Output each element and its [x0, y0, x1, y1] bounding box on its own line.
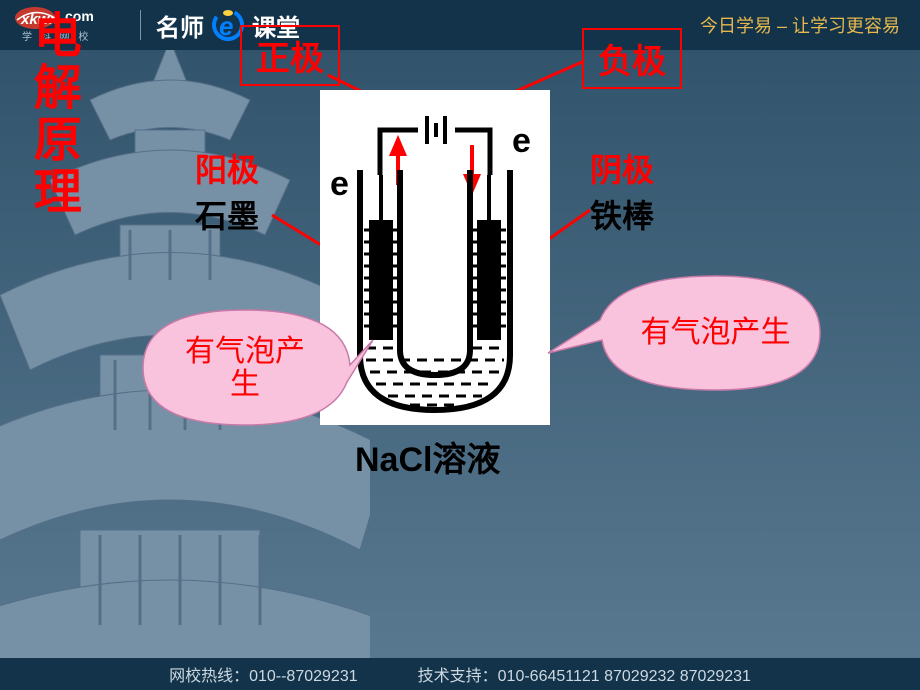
- right-bubble-text: 有气泡产生: [618, 282, 813, 382]
- solution-caption: NaCl溶液: [355, 432, 500, 481]
- electron-label-left: e: [330, 165, 349, 203]
- footer-hotline: 网校热线：010--87029231: [169, 662, 358, 686]
- footer-bar: 网校热线：010--87029231 技术支持：010-66451121 870…: [0, 658, 920, 690]
- left-bubble-text: 有气泡产生: [145, 313, 345, 423]
- footer-support: 技术支持：010-66451121 87029232 87029231: [418, 662, 751, 686]
- slide: xkwx . com 学 科 网 校 名师 e 课堂 今日学易 – 让学习更容易…: [0, 0, 920, 690]
- electron-label-right: e: [512, 122, 531, 160]
